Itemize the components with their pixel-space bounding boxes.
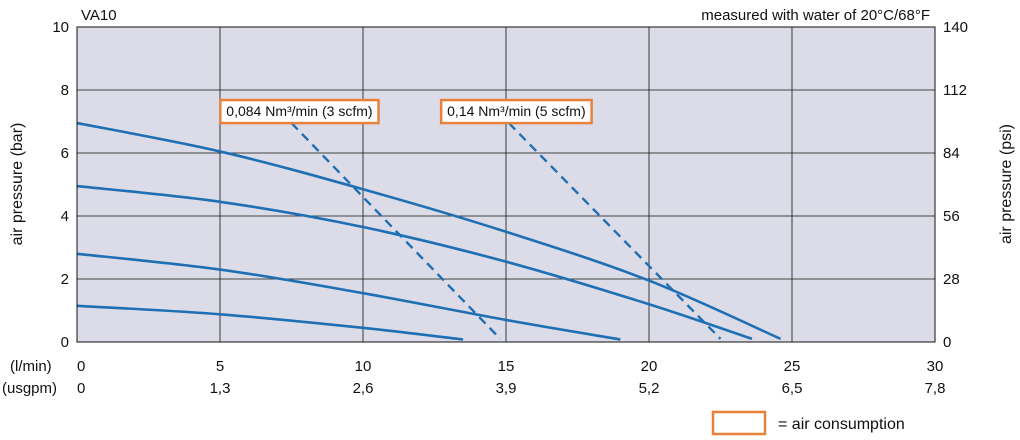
y-tick-label-left: 6 — [61, 145, 69, 162]
x-tick-label-secondary: 1,3 — [210, 380, 231, 397]
y-axis-label-right: air pressure (psi) — [998, 124, 1015, 244]
grid-lines — [77, 27, 935, 342]
x-tick-label-secondary: 0 — [77, 380, 85, 397]
x-tick-label-secondary: 6,5 — [782, 380, 803, 397]
air-consumption-box — [219, 98, 380, 125]
air-consumption-label-text: 0,084 Nm³/min (3 scfm) — [226, 103, 372, 119]
x-unit-primary: (l/min) — [10, 358, 52, 375]
chart-title: VA10 — [81, 7, 117, 24]
y-tick-label-left: 2 — [61, 271, 69, 288]
y-tick-label-right: 28 — [943, 271, 960, 288]
x-tick-label-secondary: 5,2 — [639, 380, 660, 397]
x-tick-label: 25 — [784, 358, 801, 375]
pump-curve — [76, 184, 753, 341]
x-tick-label-secondary: 2,6 — [353, 380, 374, 397]
x-tick-label-secondary: 3,9 — [496, 380, 517, 397]
pump-curve — [76, 121, 782, 341]
air-consumption-box — [439, 98, 593, 125]
x-unit-secondary: (usgpm) — [2, 380, 57, 397]
measurement-note: measured with water of 20°C/68°F — [701, 7, 930, 24]
x-tick-label: 20 — [641, 358, 658, 375]
y-tick-label-left: 4 — [61, 208, 69, 225]
air-consumption-line — [290, 122, 502, 340]
air-consumption-label: 0,14 Nm³/min (5 scfm) — [439, 98, 593, 125]
performance-curves — [76, 121, 782, 341]
y-tick-label-left: 10 — [52, 19, 69, 36]
y-tick-label-right: 112 — [943, 82, 967, 99]
y-tick-label-right: 140 — [943, 19, 968, 36]
y-axis-label-left: air pressure (bar) — [9, 123, 26, 246]
legend-text: = air consumption — [778, 416, 905, 433]
x-tick-label: 5 — [216, 358, 224, 375]
air-consumption-line — [508, 122, 722, 340]
legend-swatch — [711, 410, 767, 436]
air-consumption-lines: 0,084 Nm³/min (3 scfm) 0,14 Nm³/min (5 sc… — [219, 98, 722, 340]
y-tick-label-left: 8 — [61, 82, 69, 99]
air-consumption-label: 0,084 Nm³/min (3 scfm) — [219, 98, 380, 125]
pump-curve — [76, 252, 621, 341]
plot-frame — [76, 26, 936, 343]
x-tick-label: 15 — [498, 358, 515, 375]
y-tick-label-right: 56 — [943, 208, 960, 225]
y-tick-label-left: 0 — [61, 334, 69, 351]
x-tick-label: 0 — [77, 358, 85, 375]
y-tick-label-right: 0 — [943, 334, 951, 351]
x-tick-label: 10 — [355, 358, 372, 375]
x-tick-label-secondary: 7,8 — [925, 380, 946, 397]
pump-curve — [76, 304, 464, 341]
y-tick-label-right: 84 — [943, 145, 960, 162]
air-consumption-label-text: 0,14 Nm³/min (5 scfm) — [447, 103, 585, 119]
x-tick-label: 30 — [927, 358, 944, 375]
